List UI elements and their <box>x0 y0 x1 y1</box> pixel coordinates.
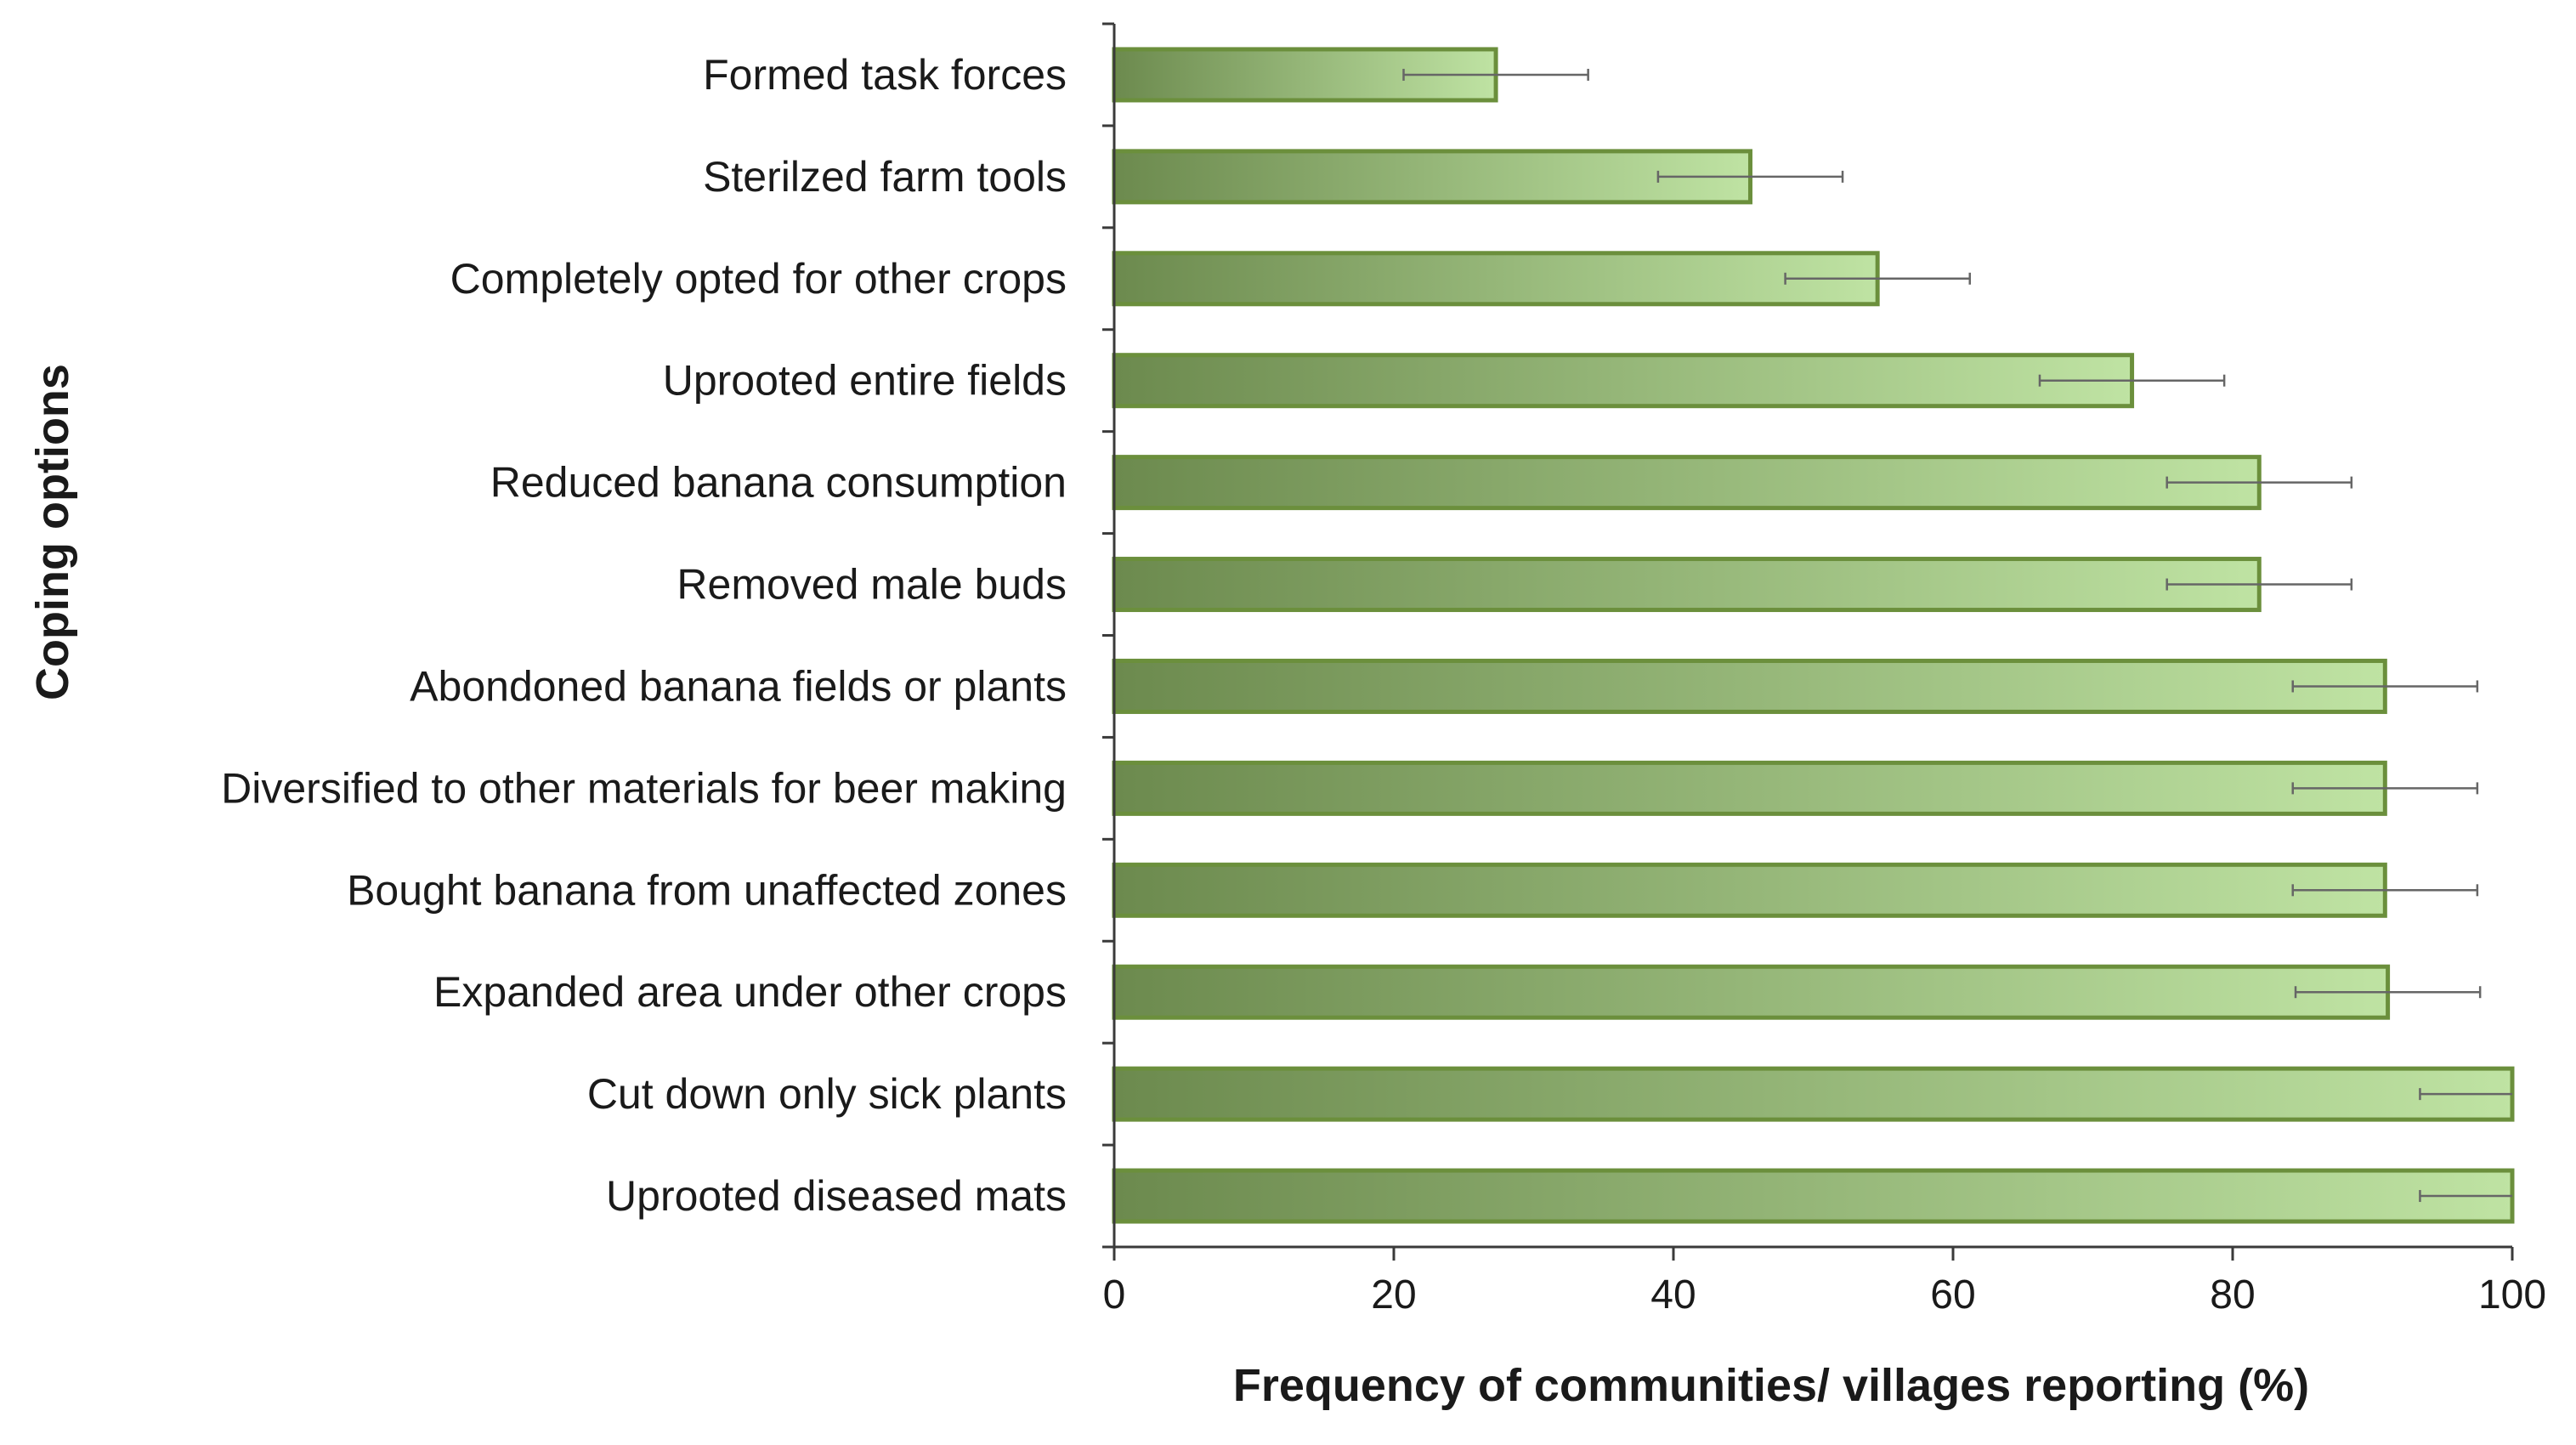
x-tick-label-4: 80 <box>2210 1272 2255 1318</box>
error-bar-8 <box>2291 884 2479 897</box>
error-bars-layer <box>1402 68 2512 1203</box>
category-label-2: Completely opted for other crops <box>450 255 1067 303</box>
bars-layer <box>1112 47 2515 1224</box>
error-bar-2 <box>1784 272 1971 285</box>
x-tick-label-3: 60 <box>1930 1272 1975 1318</box>
bar-4 <box>1112 455 2262 511</box>
x-tick-label-2: 40 <box>1650 1272 1696 1318</box>
error-bar-1 <box>1656 170 1844 183</box>
error-bar-11 <box>2419 1190 2512 1203</box>
labels-layer: Formed task forces Sterilzed farm tools Co… <box>221 51 2546 1318</box>
axes-layer <box>1102 22 2514 1261</box>
x-axis-title: Frequency of communities/ villages repor… <box>1233 1360 2309 1411</box>
category-label-6: Abondoned banana fields or plants <box>410 662 1067 710</box>
x-tick-label-5: 100 <box>2478 1272 2546 1318</box>
bar-10 <box>1112 1066 2515 1122</box>
category-label-8: Bought banana from unaffected zones <box>347 866 1067 914</box>
bar-2 <box>1112 251 1880 307</box>
y-axis-title: Coping options <box>27 364 78 700</box>
error-bar-10 <box>2419 1088 2512 1101</box>
bar-7 <box>1112 760 2387 816</box>
category-label-11: Uprooted diseased mats <box>606 1172 1067 1220</box>
x-tick-label-1: 20 <box>1371 1272 1416 1318</box>
bar-9 <box>1112 964 2391 1020</box>
category-label-7: Diversified to other materials for beer … <box>221 764 1067 812</box>
bar-6 <box>1112 658 2387 714</box>
category-label-4: Reduced banana consumption <box>490 459 1067 507</box>
error-bar-6 <box>2291 680 2479 693</box>
bar-11 <box>1112 1168 2515 1224</box>
bar-5 <box>1112 557 2262 613</box>
error-bar-4 <box>2166 476 2353 489</box>
bar-3 <box>1112 353 2135 409</box>
error-bar-0 <box>1402 68 1589 81</box>
category-label-10: Cut down only sick plants <box>587 1070 1067 1118</box>
error-bar-3 <box>2038 374 2226 387</box>
x-tick-label-0: 0 <box>1103 1272 1126 1318</box>
category-label-3: Uprooted entire fields <box>663 357 1067 405</box>
category-label-1: Sterilzed farm tools <box>703 153 1067 201</box>
error-bar-7 <box>2291 782 2479 795</box>
category-label-9: Expanded area under other crops <box>433 968 1067 1016</box>
error-bar-5 <box>2166 578 2353 591</box>
error-bar-9 <box>2294 986 2482 999</box>
bar-1 <box>1112 149 1752 205</box>
bar-8 <box>1112 862 2387 918</box>
category-label-0: Formed task forces <box>703 51 1067 99</box>
category-label-5: Removed male buds <box>677 561 1067 609</box>
